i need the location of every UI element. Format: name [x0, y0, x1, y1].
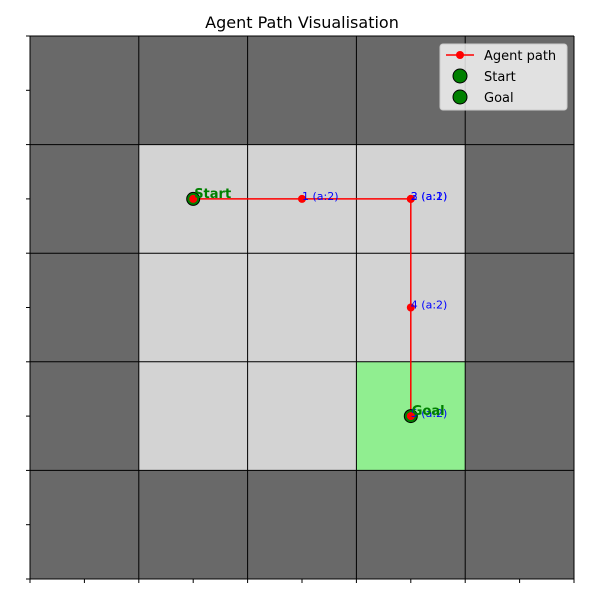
path-labels: 1 (a:2) 2 (a:1)3 (a:2) 4 (a:2) 5 (a:2) Start… — [194, 187, 447, 420]
grid-cell-free — [247, 361, 357, 471]
grid-cell-wall — [30, 144, 139, 254]
step-label: 4 (a:2) — [411, 299, 448, 312]
legend-agent-path-marker — [456, 51, 464, 59]
grid-cell-free — [138, 253, 248, 362]
step-label: 2 (a:1) — [411, 190, 448, 203]
legend-label-agent-path: Agent path — [484, 49, 556, 64]
grid-cell-wall — [30, 36, 139, 145]
chart-title: Agent Path Visualisation — [205, 13, 399, 32]
grid-cells — [30, 36, 574, 579]
agent-path-point — [298, 194, 306, 203]
legend-label-goal: Goal — [484, 91, 514, 106]
agent-path — [186, 191, 418, 424]
grid-cell-free — [138, 361, 248, 471]
axis-ticks — [26, 35, 575, 583]
grid-cell-wall — [247, 36, 357, 145]
legend-start-marker — [452, 68, 468, 84]
agent-path-endpoint — [406, 412, 415, 421]
grid-cell-wall — [247, 470, 357, 579]
grid-cell-wall — [30, 253, 139, 362]
grid-cell-wall — [30, 470, 139, 579]
legend: Agent path Start Goal — [439, 43, 568, 111]
agent-path-endpoint — [189, 194, 198, 203]
grid-cell-wall — [356, 470, 466, 579]
start-label: Start — [194, 187, 231, 202]
grid-cell-wall — [465, 253, 574, 362]
legend-goal-marker — [452, 89, 468, 105]
agent-path-point — [406, 303, 415, 312]
legend-label-start: Start — [484, 70, 516, 85]
grid-cell-wall — [465, 144, 574, 254]
grid-cell-wall — [138, 470, 248, 579]
grid-cell-wall — [30, 361, 139, 471]
step-label: 5 (a:2) — [411, 407, 448, 420]
step-label: 3 (a:2) — [411, 190, 448, 203]
legend-box — [439, 43, 568, 111]
grid-cell-wall — [138, 36, 248, 145]
agent-path-point — [406, 194, 415, 203]
grid-cell-wall — [465, 470, 574, 579]
step-label: 1 (a:2) — [302, 190, 339, 203]
grid-cell-wall — [465, 361, 574, 471]
grid-cell-free — [247, 253, 357, 362]
goal-label: Goal — [412, 404, 445, 419]
